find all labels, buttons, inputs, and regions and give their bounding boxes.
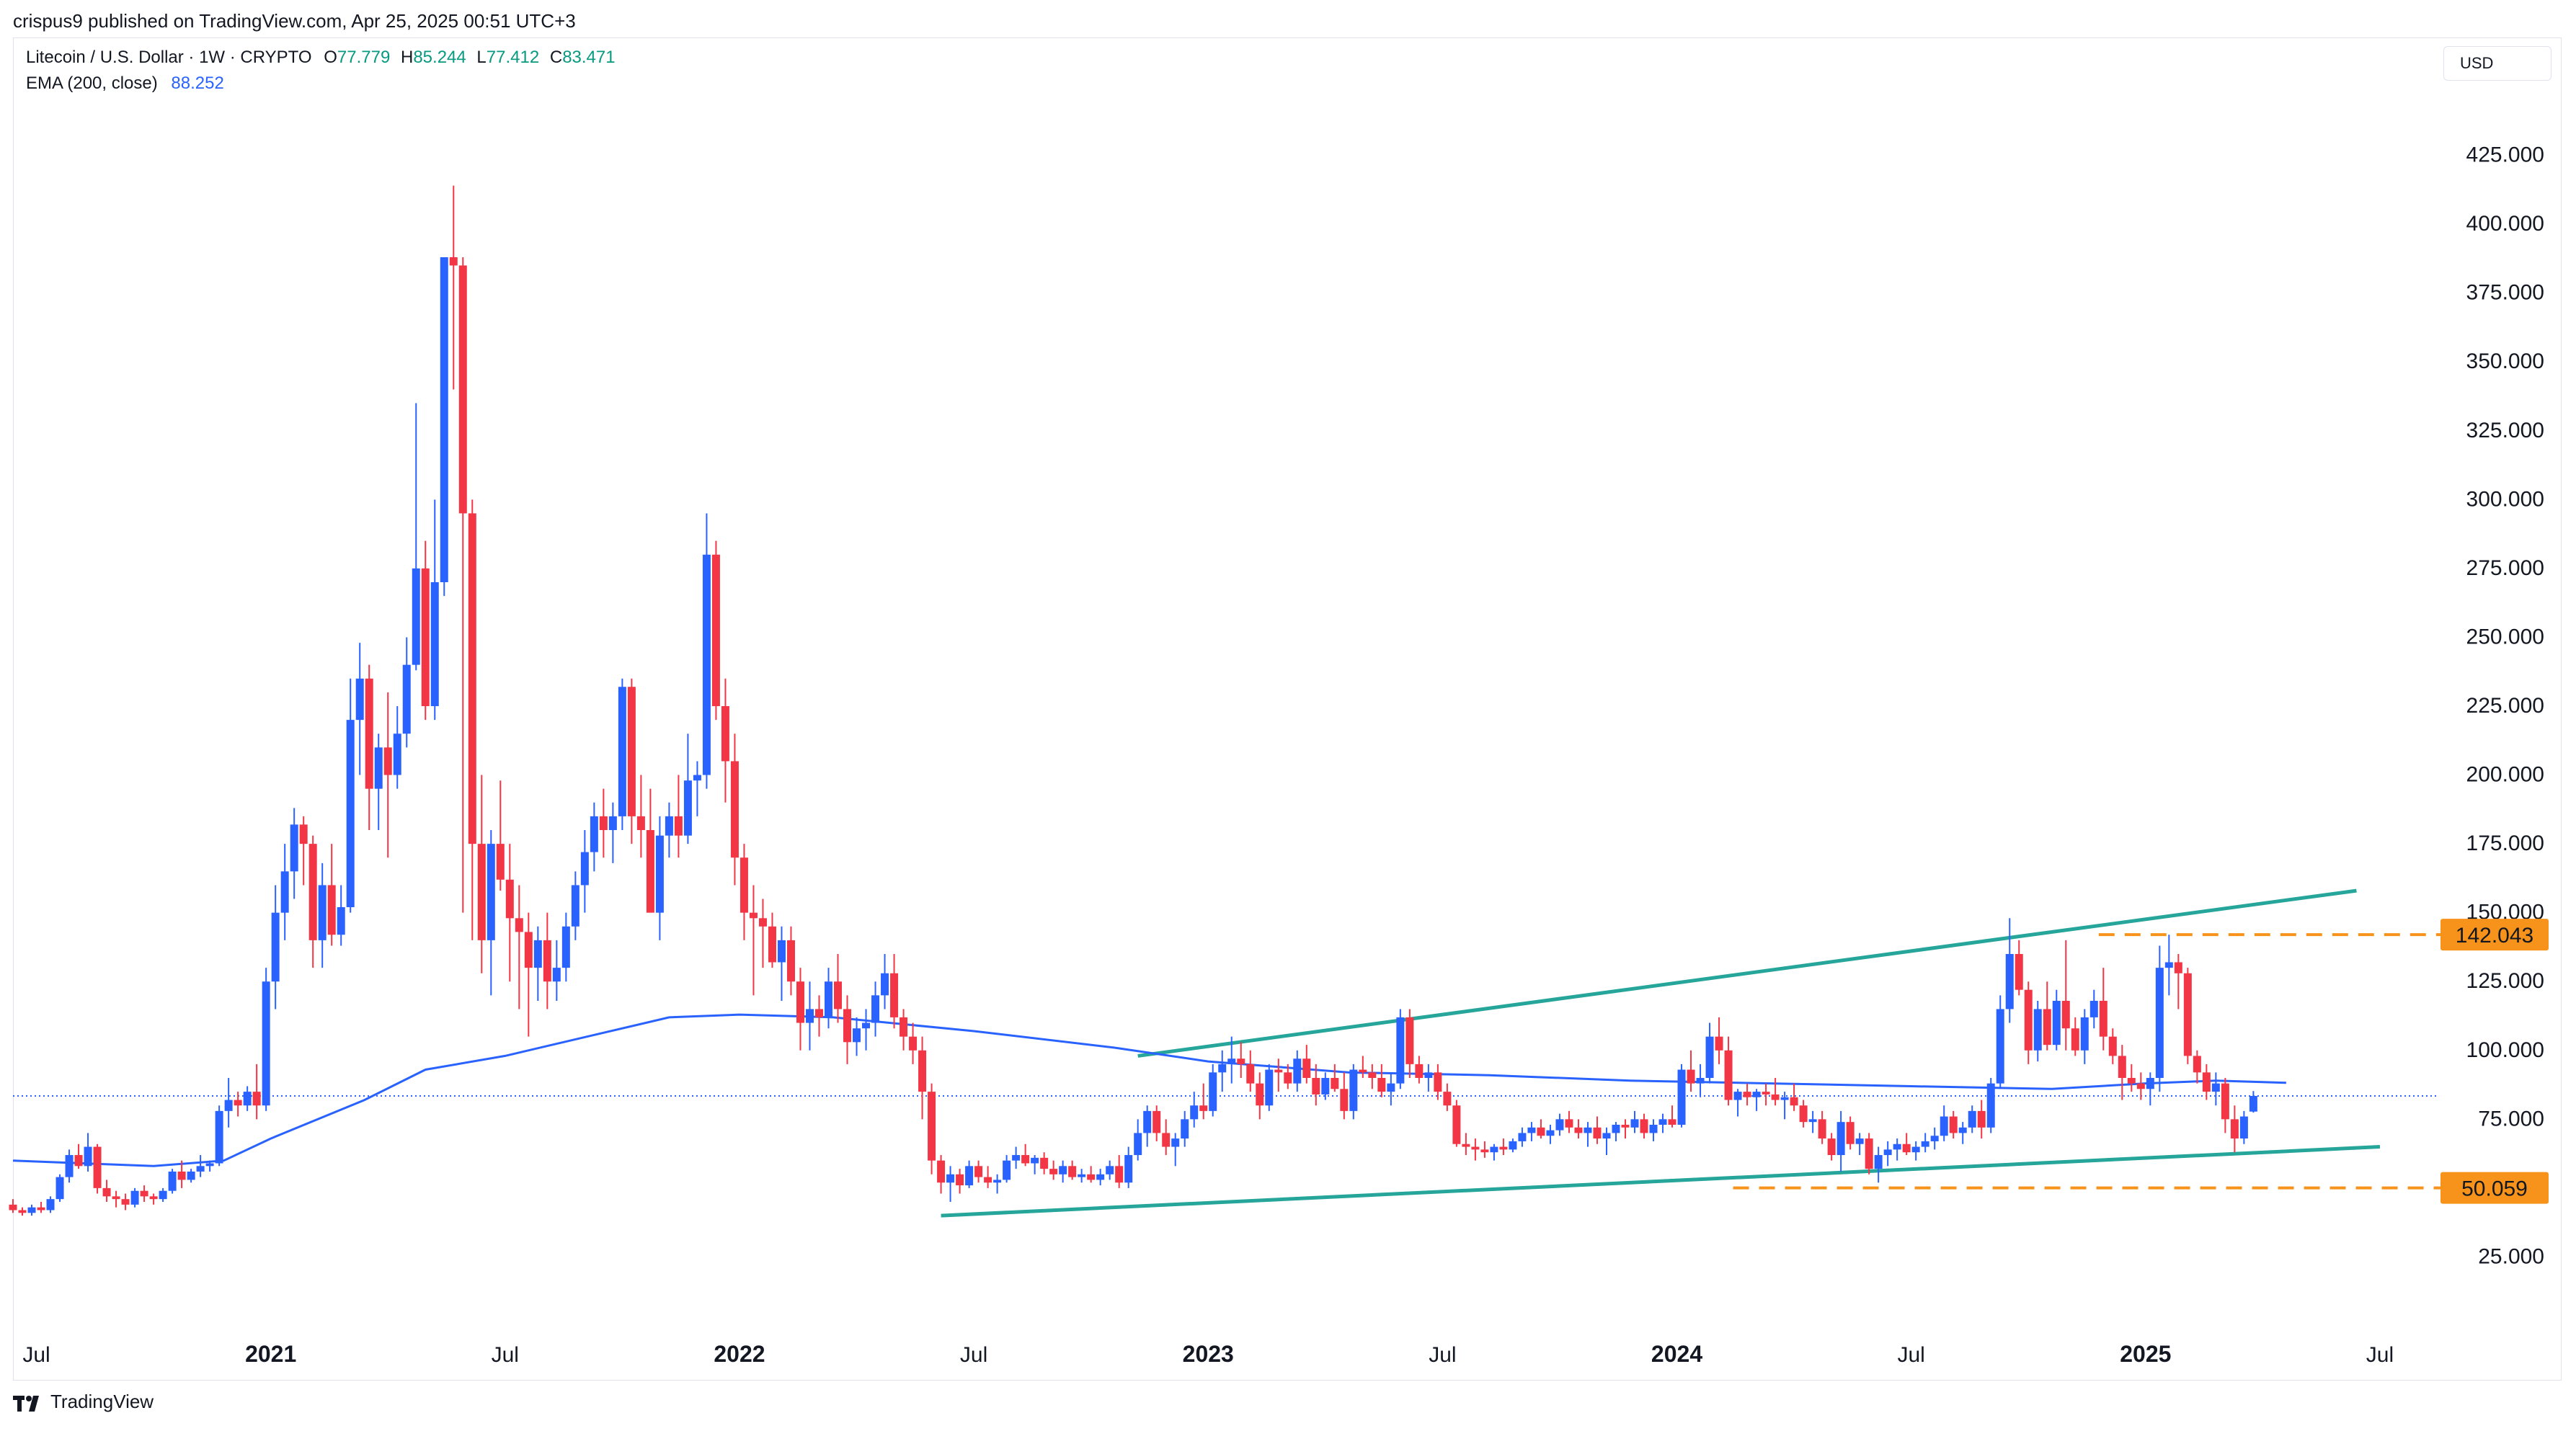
high-label: H: [400, 48, 414, 67]
footer-brand-label: TradingView: [50, 1391, 154, 1412]
tradingview-logo-icon: [13, 1394, 43, 1412]
symbol-name: Litecoin / U.S. Dollar · 1W · CRYPTO: [26, 48, 312, 67]
footer-brand[interactable]: TradingView: [13, 1391, 154, 1413]
open-label: O: [324, 48, 337, 67]
low-value: 77.412: [486, 48, 540, 67]
open-value: 77.779: [337, 48, 391, 67]
symbol-legend: Litecoin / U.S. Dollar · 1W · CRYPTO O77…: [26, 48, 616, 68]
currency-selector[interactable]: USD: [2443, 46, 2551, 81]
close-label: C: [549, 48, 563, 67]
ema-legend: EMA (200, close) 88.252: [26, 73, 224, 94]
ema-value: 88.252: [171, 73, 224, 93]
chart-pane[interactable]: [13, 37, 2562, 1381]
high-value: 85.244: [413, 48, 466, 67]
close-value: 83.471: [562, 48, 616, 67]
low-label: L: [476, 48, 487, 67]
ema-label: EMA (200, close): [26, 73, 158, 93]
publisher-caption: crispus9 published on TradingView.com, A…: [13, 10, 576, 32]
